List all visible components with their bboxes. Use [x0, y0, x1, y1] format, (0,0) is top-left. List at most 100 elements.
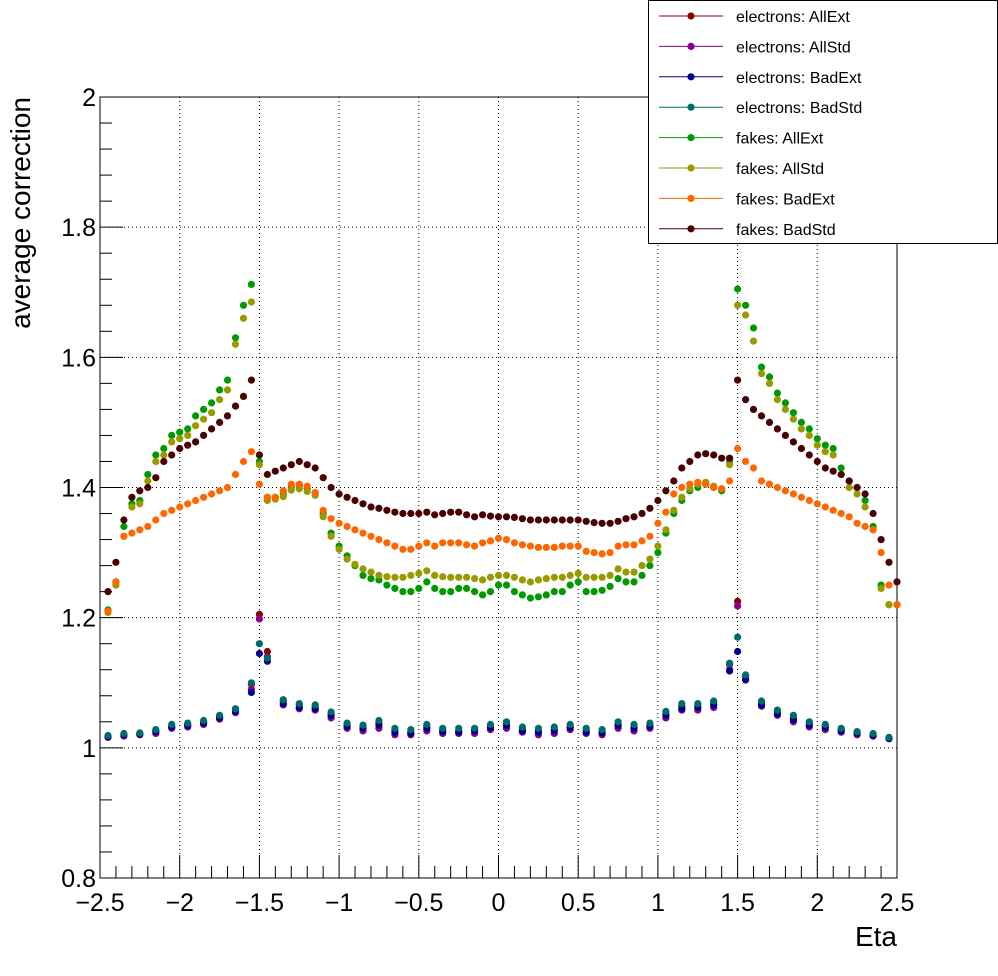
- data-point: [303, 461, 311, 469]
- data-point: [861, 490, 869, 498]
- data-point: [120, 516, 128, 524]
- data-point: [200, 415, 208, 423]
- data-point: [829, 444, 837, 453]
- legend-label: fakes: BadExt: [736, 191, 835, 208]
- data-point: [582, 588, 590, 596]
- data-point: [447, 539, 455, 547]
- data-point: [192, 438, 200, 446]
- data-point: [742, 396, 750, 404]
- data-point: [144, 483, 152, 492]
- data-point: [526, 578, 535, 586]
- data-point: [614, 517, 622, 525]
- data-point: [789, 415, 798, 423]
- data-point: [216, 711, 224, 719]
- data-point: [869, 729, 877, 738]
- data-point: [247, 298, 255, 306]
- data-point: [829, 506, 837, 514]
- data-point: [216, 386, 224, 394]
- data-point: [335, 545, 343, 553]
- data-point: [686, 480, 694, 488]
- x-tick-label: 0.5: [561, 889, 596, 917]
- data-point: [797, 425, 806, 433]
- data-point: [678, 464, 686, 472]
- data-point: [375, 504, 383, 512]
- y-tick-label: 1.8: [61, 214, 96, 242]
- data-point: [742, 457, 750, 466]
- data-point: [718, 485, 726, 493]
- data-point: [255, 451, 263, 459]
- data-point: [231, 705, 240, 713]
- data-point: [104, 607, 112, 615]
- data-point: [837, 509, 845, 518]
- data-point: [431, 542, 439, 550]
- data-point: [439, 724, 447, 732]
- data-point: [399, 588, 407, 596]
- data-point: [439, 509, 447, 518]
- data-point: [550, 723, 558, 731]
- data-point: [662, 707, 670, 716]
- data-point: [447, 573, 455, 581]
- data-point: [582, 573, 590, 581]
- data-point: [622, 578, 630, 586]
- data-point: [861, 503, 869, 511]
- data-point: [558, 516, 566, 524]
- data-point: [152, 474, 160, 482]
- data-point: [494, 534, 503, 542]
- data-point: [423, 508, 431, 516]
- data-point: [494, 581, 503, 589]
- data-point: [598, 550, 606, 558]
- y-tick-label: 1: [82, 735, 96, 763]
- data-point: [399, 573, 407, 581]
- data-point: [614, 575, 622, 583]
- data-point: [223, 412, 232, 420]
- data-point: [726, 454, 734, 462]
- data-point: [231, 334, 240, 342]
- legend-label: electrons: AllStd: [736, 39, 851, 56]
- data-point: [550, 588, 558, 596]
- data-point: [311, 464, 319, 472]
- data-point: [678, 705, 686, 713]
- data-point: [208, 409, 216, 417]
- data-point: [502, 718, 511, 726]
- data-point: [757, 363, 766, 371]
- x-tick-label: −0.5: [394, 889, 443, 917]
- data-point: [327, 483, 335, 492]
- data-point: [247, 688, 255, 697]
- x-axis-title: Eta: [855, 921, 897, 952]
- data-point: [247, 448, 255, 456]
- data-point: [797, 493, 806, 501]
- x-tick-label: 2: [810, 889, 824, 917]
- data-point: [112, 558, 120, 566]
- data-point: [295, 457, 303, 466]
- data-point: [335, 490, 343, 498]
- data-point: [223, 483, 232, 492]
- data-point: [391, 508, 399, 516]
- data-point: [247, 679, 255, 687]
- data-point: [502, 513, 511, 521]
- data-point: [455, 584, 463, 593]
- data-point: [391, 573, 399, 581]
- data-point: [550, 516, 558, 524]
- legend-label: electrons: BadStd: [736, 100, 862, 117]
- data-point: [821, 503, 829, 511]
- data-point: [303, 487, 311, 495]
- data-point: [343, 522, 351, 531]
- data-point: [479, 591, 487, 599]
- data-point: [431, 584, 439, 593]
- legend-entry: electrons: AllExt: [659, 9, 850, 26]
- data-point: [734, 285, 742, 293]
- data-point: [654, 519, 662, 527]
- legend-marker: [687, 103, 695, 111]
- data-point: [160, 457, 168, 466]
- data-point: [742, 301, 750, 309]
- data-point: [351, 560, 359, 568]
- data-point: [152, 457, 160, 466]
- data-point: [534, 724, 543, 732]
- data-point: [192, 496, 200, 505]
- data-point: [598, 573, 606, 581]
- data-point: [837, 464, 845, 472]
- data-point: [861, 496, 869, 505]
- data-point: [734, 602, 742, 610]
- data-point: [654, 542, 662, 550]
